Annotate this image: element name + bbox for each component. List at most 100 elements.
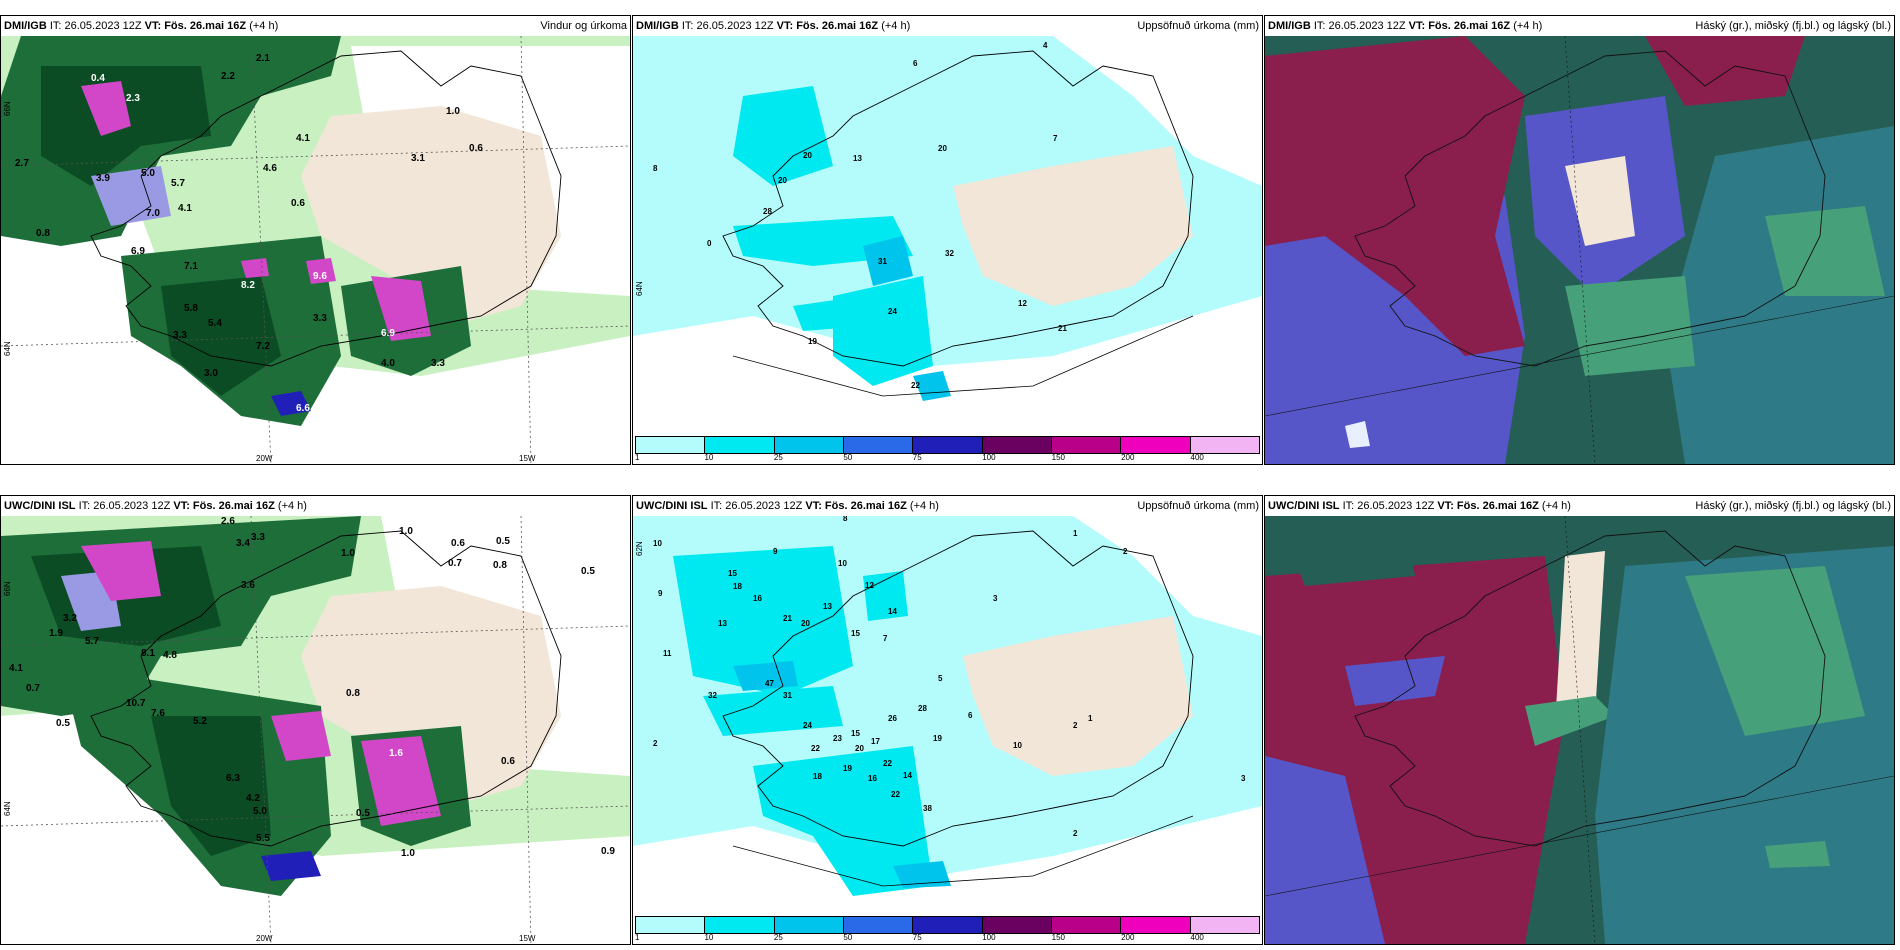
precip-label: 1.0	[446, 106, 460, 117]
precip-label: 0.5	[581, 566, 595, 577]
model-name: UWC/DINI ISL	[4, 500, 76, 512]
cloud-cover-map	[1265, 516, 1894, 944]
precip-label: 0.8	[346, 688, 360, 699]
precip-label: 5.7	[85, 636, 99, 647]
precip-label: 0.6	[501, 756, 515, 767]
precip-label: 9.6	[313, 271, 327, 282]
precip-label: 4.0	[381, 358, 395, 369]
colorbar-tick-label: 10	[704, 453, 714, 462]
colorbar-swatch	[843, 437, 914, 453]
valid-time: VT: Fös. 26.mai 16Z	[1408, 20, 1511, 32]
colorbar-tick-label: 75	[912, 933, 922, 942]
colorbar-tick-label: 1	[635, 933, 640, 942]
wind-precip-map: 20W 15W 66N 64N 0.4 2.3 2.2 2.1 2.7 3.9 …	[1, 36, 630, 464]
valid-time: VT: Fös. 26.mai 16Z	[1437, 500, 1539, 512]
accum-label: 10	[1013, 741, 1022, 750]
colorbar-tick-label: 25	[773, 933, 783, 942]
precip-label: 2.1	[256, 53, 270, 64]
init-time: IT: 26.05.2023 12Z	[78, 500, 171, 512]
colorbar-tick-label: 150	[1051, 453, 1065, 462]
accum-label: 19	[843, 764, 852, 773]
accum-label: 9	[658, 589, 663, 598]
colorbar-swatch	[636, 917, 706, 933]
colorbar-swatch	[1051, 437, 1122, 453]
colorbar-tick-label: 400	[1190, 453, 1204, 462]
precip-label: 6.6	[296, 403, 310, 414]
accum-label: 22	[811, 744, 820, 753]
precip-label: 5.0	[253, 806, 267, 817]
precip-label: 7.1	[184, 261, 198, 272]
accum-label: 23	[833, 734, 842, 743]
precip-label: 1.6	[389, 748, 403, 759]
init-time: IT: 26.05.2023 12Z	[710, 500, 803, 512]
precip-label: 3.4	[236, 538, 250, 549]
precip-label: 1.0	[399, 526, 413, 537]
field-title: Háský (gr.), miðský (fj.bl.) og lágský (…	[1695, 20, 1891, 32]
accum-label: 28	[918, 704, 927, 713]
precip-label: 1.0	[341, 548, 355, 559]
precip-label: 10.7	[126, 698, 146, 709]
accum-label: 22	[883, 759, 892, 768]
accum-label: 21	[783, 614, 792, 623]
precip-colorbar: 1 10 25 50 75 100 150 200 400	[633, 914, 1262, 944]
precip-label: 4.1	[178, 203, 192, 214]
lon-label-15w: 15W	[519, 934, 536, 943]
accum-label: 18	[733, 582, 742, 591]
accum-label: 22	[911, 381, 920, 390]
field-title: Uppsöfnuð úrkoma (mm)	[1137, 500, 1259, 512]
precip-label: 2.2	[221, 71, 235, 82]
init-time: IT: 26.05.2023 12Z	[49, 20, 142, 32]
accum-label: 12	[865, 581, 874, 590]
valid-time: VT: Fös. 26.mai 16Z	[173, 500, 275, 512]
accum-label: 12	[1018, 299, 1027, 308]
accum-label: 7	[1053, 134, 1058, 143]
accum-label: 6	[913, 59, 918, 68]
accum-label: 18	[813, 772, 822, 781]
precip-label: 0.8	[36, 228, 50, 239]
accum-label: 13	[718, 619, 727, 628]
accum-label: 9	[773, 547, 778, 556]
valid-time: VT: Fös. 26.mai 16Z	[144, 20, 247, 32]
valid-time: VT: Fös. 26.mai 16Z	[805, 500, 907, 512]
lead-time: (+4 h)	[1513, 20, 1543, 32]
accum-label: 47	[765, 679, 774, 688]
accum-label: 7	[883, 634, 888, 643]
colorbar-tick-label: 10	[704, 933, 714, 942]
accum-label: 4	[1043, 41, 1048, 50]
colorbar-swatch	[774, 917, 844, 933]
precip-label: 8.2	[241, 280, 255, 291]
accum-label: 20	[801, 619, 810, 628]
model-name: DMI/IGB	[636, 20, 679, 32]
accum-label: 14	[903, 771, 912, 780]
precip-label: 0.9	[601, 846, 615, 857]
precip-label: 5.0	[141, 168, 155, 179]
accum-label: 28	[763, 207, 772, 216]
accum-label: 17	[871, 737, 880, 746]
model-name: DMI/IGB	[4, 20, 47, 32]
precip-label: 4.6	[263, 163, 277, 174]
precip-label: 4.8	[163, 650, 177, 661]
precip-label: 6.9	[131, 246, 145, 257]
precip-label: 1.9	[49, 628, 63, 639]
colorbar-tick-label: 50	[843, 453, 853, 462]
panel-header: DMI/IGB IT: 26.05.2023 12Z VT: Fös. 26.m…	[1, 16, 630, 36]
accum-label: 19	[933, 734, 942, 743]
accum-label: 32	[708, 691, 717, 700]
accum-label: 31	[783, 691, 792, 700]
colorbar-swatch	[1051, 917, 1122, 933]
field-title: Vindur og úrkoma	[540, 20, 627, 32]
panel-header: UWC/DINI ISL IT: 26.05.2023 12Z VT: Fös.…	[1265, 496, 1894, 516]
accum-label: 26	[888, 714, 897, 723]
accum-label: 10	[838, 559, 847, 568]
precip-label: 3.9	[96, 173, 110, 184]
precip-label: 3.3	[431, 358, 445, 369]
colorbar-swatch	[705, 917, 775, 933]
colorbar-tick-label: 100	[982, 453, 996, 462]
lon-label-20w: 20W	[256, 454, 273, 463]
precip-label: 3.2	[63, 613, 77, 624]
precip-label: 7.2	[256, 341, 270, 352]
precip-label: 7.0	[146, 208, 160, 219]
colorbar-tick-label: 200	[1121, 933, 1135, 942]
colorbar-swatch	[913, 917, 983, 933]
precip-label: 0.6	[469, 143, 483, 154]
